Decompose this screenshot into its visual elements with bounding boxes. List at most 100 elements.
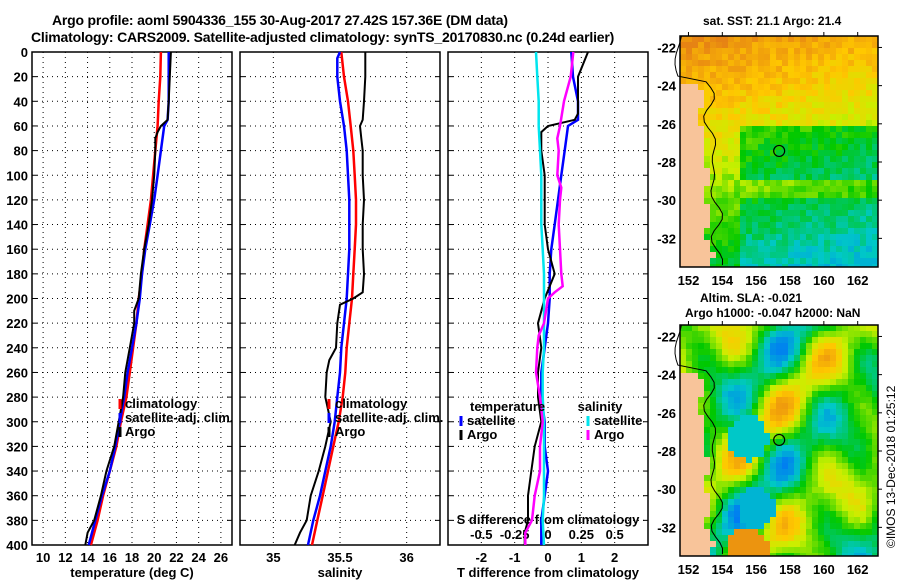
map-cell [752,511,758,517]
map-cell [746,156,752,162]
map-cell [680,78,686,84]
map-lat-label: -22 [657,40,676,55]
map-cell [776,481,782,487]
map-cell [848,421,854,427]
map-cell [788,174,794,180]
map-cell [698,325,704,331]
map-cell [800,397,806,403]
map-cell [734,72,740,78]
map-cell [806,493,812,499]
map-cell [740,373,746,379]
map-cell [710,535,716,541]
map-cell [782,541,788,547]
map-cell [764,337,770,343]
map-cell [848,228,854,234]
map-cell [794,258,800,264]
map-cell [794,397,800,403]
map-cell [680,445,686,451]
map-cell [686,264,692,267]
map-cell [680,355,686,361]
x-tick-label: 22 [169,550,183,565]
map-cell [698,132,704,138]
map-cell [734,349,740,355]
map-cell [866,228,872,234]
map-cell [722,421,728,427]
map-cell [842,445,848,451]
map-cell [788,72,794,78]
map-cell [824,517,830,523]
legend-group-title: temperature [470,399,545,414]
map-cell [800,517,806,523]
map-cell [686,391,692,397]
map-cell [710,90,716,96]
map-cell [836,78,842,84]
map-cell [860,373,866,379]
map-cell [806,367,812,373]
map-cell [854,102,860,108]
map-cell [734,379,740,385]
map-cell [854,216,860,222]
map-cell [842,499,848,505]
map-cell [830,517,836,523]
map-cell [770,156,776,162]
map-cell [848,84,854,90]
map-cell [788,349,794,355]
map-cell [824,379,830,385]
map-cell [710,445,716,451]
map-cell [872,433,878,439]
map-cell [806,553,812,556]
map-cell [758,331,764,337]
map-cell [728,258,734,264]
map-cell [680,451,686,457]
y-tick-label: 20 [14,70,28,85]
map-cell [866,529,872,535]
map-cell [782,337,788,343]
map-cell [854,186,860,192]
map-cell [860,36,866,42]
y-tick-label: 160 [6,242,28,257]
map-cell [824,415,830,421]
map-cell [800,463,806,469]
map-cell [800,421,806,427]
map-cell [812,325,818,331]
map-cell [872,403,878,409]
map-cell [818,481,824,487]
map-cell [716,463,722,469]
map-cell [860,457,866,463]
map-cell [848,60,854,66]
map-cell [836,349,842,355]
map-cell [830,439,836,445]
map-cell [716,132,722,138]
map-cell [752,234,758,240]
map-cell [698,72,704,78]
map-cell [800,487,806,493]
map-cell [680,409,686,415]
map-cell [848,553,854,556]
map-cell [872,487,878,493]
map-cell [824,138,830,144]
map-cell [770,54,776,60]
map-cell [686,541,692,547]
map-cell [680,96,686,102]
map-cell [740,54,746,60]
map-cell [824,457,830,463]
map-cell [716,361,722,367]
map-cell [770,331,776,337]
map-cell [686,517,692,523]
map-cell [692,48,698,54]
y-tick-label: 220 [6,316,28,331]
map-cell [806,60,812,66]
map-cell [776,349,782,355]
map-cell [770,192,776,198]
map-cell [734,361,740,367]
map-cell [794,529,800,535]
map-cell [740,108,746,114]
map-cell [794,180,800,186]
map-cell [722,451,728,457]
map-cell [686,349,692,355]
map-cell [830,331,836,337]
map-cell [806,511,812,517]
map-lon-label: 160 [813,273,835,288]
map-cell [842,138,848,144]
map-cell [800,331,806,337]
